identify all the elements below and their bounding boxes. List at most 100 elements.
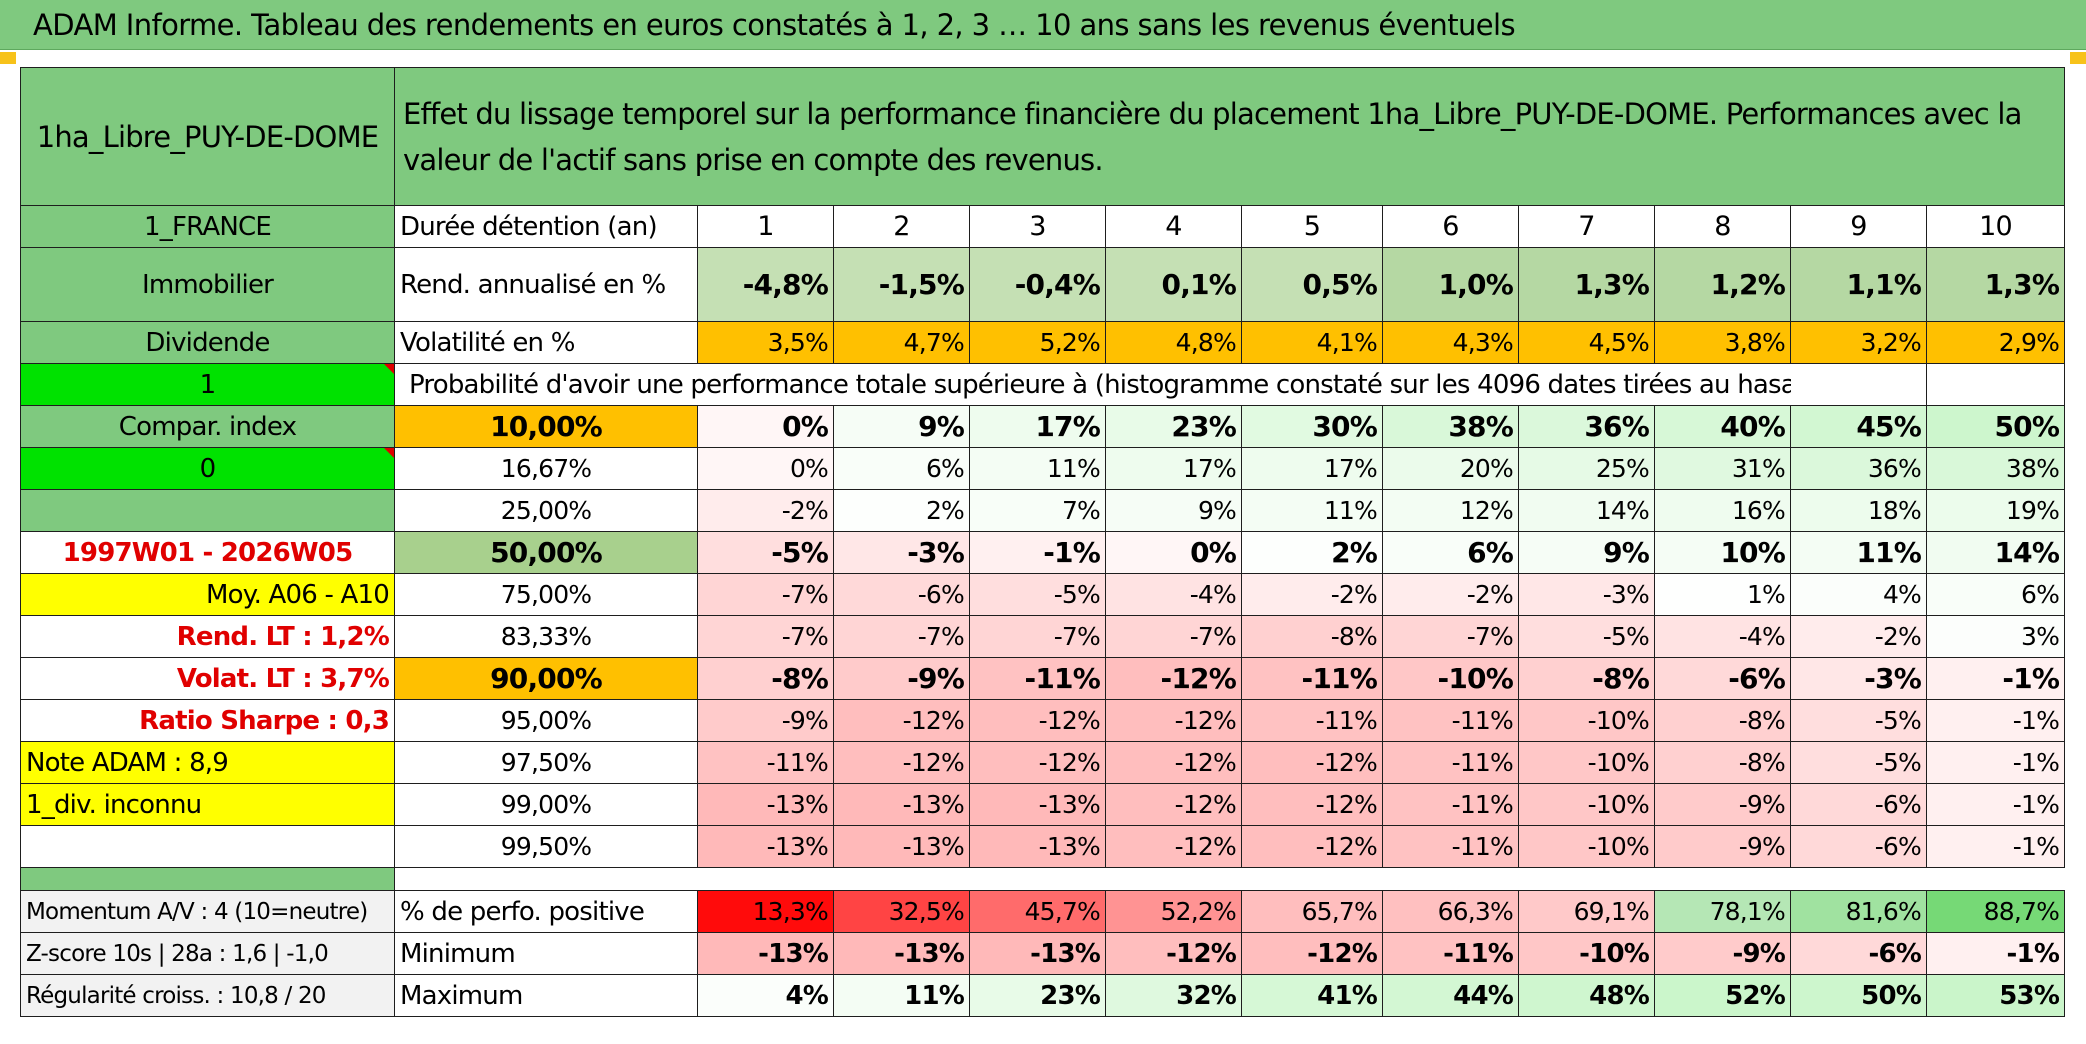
maximum-label: Maximum [394,974,698,1017]
maximum-value: 41% [1241,974,1383,1017]
percentile-value: -4% [1654,615,1791,658]
percentile-value: -11% [1382,825,1519,868]
percentile-value: 11% [1241,489,1383,532]
percentile-label: 90,00% [394,657,698,700]
percentile-value: -7% [833,615,970,658]
average-label: Moy. A06 - A10 [20,573,395,616]
percentile-value: -12% [969,741,1106,784]
positive-perf-value: 81,6% [1790,890,1927,933]
percentile-value: -1% [969,531,1106,574]
percentile-value: 6% [1382,531,1519,574]
percentile-value: -4% [1105,573,1242,616]
volatility-value: 2,9% [1925,321,2066,364]
percentile-value: -13% [969,783,1106,826]
percentile-value: 36% [1790,447,1927,490]
percentile-value: -5% [969,573,1106,616]
percentile-value: -3% [833,531,970,574]
annual-return-value: 1,0% [1382,247,1519,322]
percentile-row: 99,50% -13% -13% -13% -12% -12% -11% -10% -9% -6%… [20,825,2066,868]
duration-label: Durée détention (an) [394,205,698,248]
percentile-value: 14% [1518,489,1655,532]
sharpe-ratio: Ratio Sharpe : 0,3 [20,699,395,742]
percentile-value: -6% [1790,825,1927,868]
percentile-value: -10% [1518,825,1655,868]
year-header: 4 [1105,205,1242,248]
momentum-label: Momentum A/V : 4 (10=neutre) [20,890,395,933]
annual-return-value: 1,1% [1790,247,1927,322]
percentile-value: 11% [1790,531,1927,574]
percentile-value: 0% [697,405,834,448]
percentile-value: -13% [969,825,1106,868]
percentile-value: -8% [697,657,834,700]
percentile-value: -11% [1241,699,1383,742]
annual-return-value: 1,3% [1925,247,2066,322]
percentile-value: 11% [969,447,1106,490]
year-header: 6 [1382,205,1519,248]
percentile-label: 99,00% [394,783,698,826]
percentile-value: -11% [697,741,834,784]
annual-return-value: -0,4% [969,247,1106,322]
percentile-row: 0 16,67% 0% 6% 11% 17% 17% 20% 25% 31% 36% 38% [20,447,2066,490]
volatility-value: 3,5% [697,321,834,364]
volatility-value: 4,8% [1105,321,1242,364]
maximum-value: 53% [1925,974,2066,1017]
percentile-label: 97,50% [394,741,698,784]
percentile-value: -10% [1382,657,1519,700]
percentile-value: -9% [697,699,834,742]
percentile-value: -8% [1241,615,1383,658]
percentile-value: -10% [1518,699,1655,742]
percentile-row: Moy. A06 - A10 75,00% -7% -6% -5% -4% -2% -2% -3… [20,573,2066,616]
empty-cell [1925,363,2066,406]
positive-perf-value: 32,5% [833,890,970,933]
volatility-value: 4,1% [1241,321,1383,364]
minimum-value: -13% [697,932,834,975]
positive-perf-label: % de perfo. positive [394,890,698,933]
percentile-value: -11% [1241,657,1383,700]
adam-score: Note ADAM : 8,9 [20,741,395,784]
year-header: 9 [1790,205,1927,248]
maximum-value: 52% [1654,974,1791,1017]
percentile-value: -1% [1925,825,2066,868]
minimum-value: -13% [833,932,970,975]
period-label: 1997W01 - 2026W05 [20,531,395,574]
percentile-value: 10% [1654,531,1791,574]
percentile-value: 2% [833,489,970,532]
year-header: 3 [969,205,1106,248]
percentile-value: -9% [1654,783,1791,826]
returns-table: 1ha_Libre_PUY-DE-DOME Effet du lissage t… [20,67,2066,1017]
percentile-value: 25% [1518,447,1655,490]
percentile-value: 9% [833,405,970,448]
percentile-value: 23% [1105,405,1242,448]
percentile-value: -12% [1105,825,1242,868]
probability-label: Probabilité d'avoir une performance tota… [394,363,1791,406]
percentile-value: -1% [1925,699,2066,742]
volatility-value: 4,3% [1382,321,1519,364]
percentile-value: -1% [1925,783,2066,826]
percentile-value: 9% [1518,531,1655,574]
minimum-value: -12% [1241,932,1383,975]
percentile-row: Rend. LT : 1,2% 83,33% -7% -7% -7% -7% -8% -7% -… [20,615,2066,658]
header-row: 1ha_Libre_PUY-DE-DOME Effet du lissage t… [20,67,2066,206]
percentile-value: -2% [1790,615,1927,658]
percentile-value: 31% [1654,447,1791,490]
volatility-value: 5,2% [969,321,1106,364]
percentile-value: 3% [1925,615,2066,658]
minimum-label: Minimum [394,932,698,975]
percentile-value: -10% [1518,741,1655,784]
percentile-value: -9% [1654,825,1791,868]
volatility-value: 4,7% [833,321,970,364]
minimum-value: -11% [1382,932,1519,975]
category-label: Immobilier [20,247,395,322]
percentile-value: -1% [1925,657,2066,700]
flag-zero: 0 [20,447,395,490]
percentile-value: 38% [1382,405,1519,448]
percentile-value: -2% [1382,573,1519,616]
percentile-label: 10,00% [394,405,698,448]
percentile-value: 0% [697,447,834,490]
percentile-value: 30% [1241,405,1383,448]
percentile-value: -11% [1382,783,1519,826]
percentile-value: 18% [1790,489,1927,532]
percentile-row: 1_div. inconnu 99,00% -13% -13% -13% -12% -12%… [20,783,2066,826]
percentile-value: 6% [833,447,970,490]
